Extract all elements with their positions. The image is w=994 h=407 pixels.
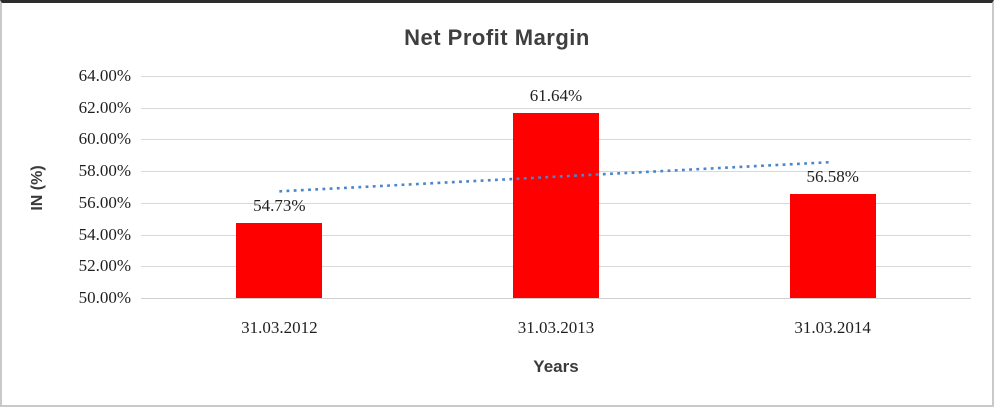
y-tick-label: 60.00% [78,129,131,149]
y-tick-label: 52.00% [78,256,131,276]
y-tick-label: 64.00% [78,66,131,85]
chart-title: Net Profit Margin [404,25,590,50]
x-tick-label: 31.03.2013 [517,318,595,337]
plot-area: 54.73% 61.64% 56.58% [141,76,971,299]
bar-value-label: 56.58% [806,166,859,186]
bar [236,223,323,298]
bar-group: 54.73% [236,76,323,298]
bar-group: 61.64% [513,76,599,298]
gridline [141,298,971,299]
bar-group: 56.58% [789,76,876,298]
x-axis: 31.03.2012 31.03.2013 31.03.2014 [141,3,971,405]
bar-value-label: 54.73% [253,196,306,215]
y-tick-label: 62.00% [78,97,131,117]
bar [789,193,876,298]
x-tick-label: 31.03.2014 [794,318,871,337]
x-axis-title: Years [533,357,579,376]
y-tick-label: 56.00% [78,192,131,212]
bar [513,113,599,298]
bar-value-label: 61.64% [529,86,583,106]
gridline [141,76,971,77]
gridline [141,107,971,109]
y-tick-label: 58.00% [78,161,131,181]
y-tick-label: 50.00% [78,288,131,307]
x-tick-label: 31.03.2012 [241,318,318,337]
y-tick-label: 54.00% [78,224,131,244]
